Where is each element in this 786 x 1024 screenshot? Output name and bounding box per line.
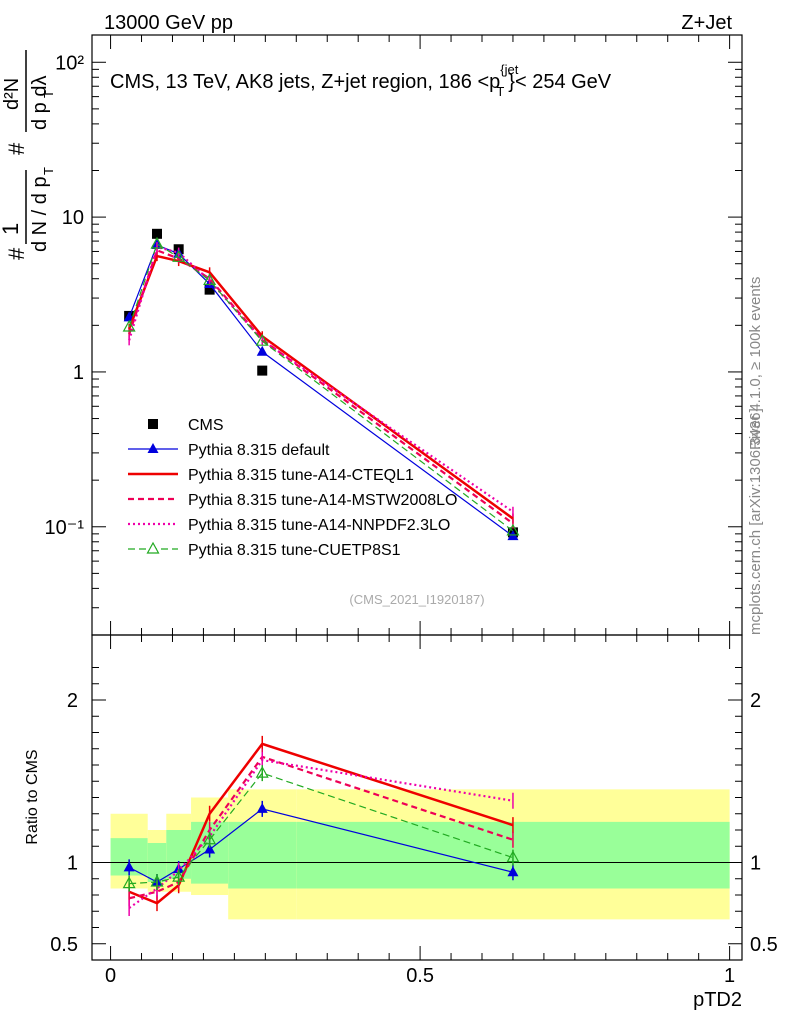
ylabel-dn-dpt: d N / d p bbox=[29, 176, 51, 252]
main-y-tick-label: 10⁻¹ bbox=[45, 517, 85, 539]
mcplots-text: mcplots.cern.ch [arXiv:1306.3436] bbox=[747, 408, 764, 635]
ratio-y-tick-label-left: 2 bbox=[67, 690, 78, 712]
ylabel-t1: T bbox=[41, 167, 56, 175]
series-line bbox=[128, 245, 514, 513]
ratio-point bbox=[204, 843, 216, 854]
ratio-point bbox=[150, 874, 164, 887]
header-left: 13000 GeV pp bbox=[104, 12, 233, 34]
ratio-point bbox=[203, 832, 217, 845]
ratio-axis-ticks: 0.5 0.5 1 1 2 2 0 0.5 1 bbox=[50, 635, 778, 987]
legend-marker bbox=[147, 443, 159, 453]
data-point bbox=[203, 273, 217, 286]
main-series-3 bbox=[128, 245, 514, 529]
main-y-tick-label: 1 bbox=[73, 362, 84, 384]
legend-entry-4: Pythia 8.315 tune-A14-NNPDF2.3LO bbox=[128, 517, 450, 534]
ratio-ylabel: Ratio to CMS bbox=[24, 749, 41, 844]
rivet-text: Rivet 4.1.0, ≥ 100k events bbox=[747, 277, 764, 450]
main-ylabel: # 1 d N / d p T # d²N d p dλ T bbox=[0, 50, 56, 260]
data-point bbox=[204, 284, 215, 295]
legend-entry-2: Pythia 8.315 tune-A14-CTEQL1 bbox=[128, 467, 414, 484]
ratio-bands bbox=[110, 789, 730, 920]
ratio-y-tick-label-right: 2 bbox=[750, 690, 761, 712]
uncertainty-band-inner bbox=[228, 821, 297, 889]
data-point bbox=[255, 333, 269, 346]
ylabel-hash-1: # bbox=[4, 247, 29, 260]
data-point bbox=[257, 365, 268, 376]
ratio-y-tick-label-left: 0.5 bbox=[50, 934, 78, 956]
main-axis-ticks: 10⁻¹ 1 10 10² bbox=[45, 35, 742, 636]
x-tick-label: 0.5 bbox=[406, 965, 434, 987]
x-tick-label: 0 bbox=[105, 965, 116, 987]
legend: CMS Pythia 8.315 default Pythia 8.315 tune… bbox=[128, 417, 457, 559]
legend-entry-1: Pythia 8.315 default bbox=[128, 442, 330, 459]
legend-label: Pythia 8.315 tune-A14-NNPDF2.3LO bbox=[188, 517, 450, 534]
ratio-point bbox=[507, 866, 519, 877]
analysis-id: (CMS_2021_I1920187) bbox=[349, 592, 484, 607]
ratio-line bbox=[128, 742, 514, 905]
ylabel-hash-2: # bbox=[4, 142, 29, 155]
main-y-tick-label: 10² bbox=[55, 52, 84, 74]
ratio-y-tick-label-right: 0.5 bbox=[750, 934, 778, 956]
header-right: Z+Jet bbox=[681, 12, 732, 34]
legend-entry-0: CMS bbox=[148, 417, 224, 434]
data-point bbox=[150, 236, 164, 249]
ylabel-t2: T bbox=[41, 90, 56, 98]
legend-marker bbox=[148, 419, 158, 429]
ratio-line bbox=[128, 808, 514, 883]
ratio-y-tick-label-right: 1 bbox=[750, 853, 761, 875]
main-series-5 bbox=[122, 236, 520, 536]
ratio-point bbox=[256, 802, 268, 813]
plot-title: CMS, 13 TeV, AK8 jets, Z+jet region, 186… bbox=[110, 62, 612, 99]
legend-entry-5: Pythia 8.315 tune-CUETP8S1 bbox=[128, 541, 401, 559]
main-series-4 bbox=[128, 242, 514, 517]
ratio-line bbox=[128, 755, 514, 900]
ratio-series-layer bbox=[122, 735, 520, 916]
data-point bbox=[506, 523, 520, 536]
main-series-layer bbox=[122, 228, 520, 541]
data-point bbox=[152, 228, 162, 239]
x-axis-label: pTD2 bbox=[693, 989, 742, 1011]
ratio-point bbox=[122, 876, 136, 889]
ratio-series-0 bbox=[123, 800, 519, 890]
legend-entry-3: Pythia 8.315 tune-A14-MSTW2008LO bbox=[128, 492, 457, 509]
ratio-panel: 0.5 0.5 1 1 2 2 0 0.5 1 Ratio to CMS pTD2 bbox=[24, 634, 778, 1011]
ratio-point bbox=[506, 850, 520, 863]
ylabel-dpt-dlambda: d p dλ bbox=[29, 76, 51, 130]
main-panel: 10⁻¹ 1 10 10² CMS, 13 TeV, AK8 jets, Z+jet … bbox=[45, 34, 743, 636]
ratio-series-4 bbox=[122, 765, 520, 892]
ratio-point bbox=[255, 765, 269, 778]
ratio-line bbox=[128, 758, 514, 909]
data-point bbox=[172, 250, 186, 262]
x-tick-label: 1 bbox=[724, 965, 735, 987]
legend-label: Pythia 8.315 default bbox=[188, 442, 330, 459]
legend-label: Pythia 8.315 tune-A14-CTEQL1 bbox=[188, 467, 414, 484]
legend-label: CMS bbox=[188, 417, 224, 434]
legend-label: Pythia 8.315 tune-A14-MSTW2008LO bbox=[188, 492, 457, 509]
data-point bbox=[256, 345, 268, 356]
ratio-y-tick-label-left: 1 bbox=[67, 853, 78, 875]
main-y-tick-label: 10 bbox=[62, 207, 84, 229]
ratio-point bbox=[123, 861, 135, 872]
legend-label: Pythia 8.315 tune-CUETP8S1 bbox=[188, 542, 401, 559]
series-line bbox=[128, 243, 514, 532]
ratio-point bbox=[172, 869, 186, 882]
data-point bbox=[122, 319, 136, 332]
ratio-line bbox=[129, 772, 514, 885]
ylabel-one: 1 bbox=[0, 223, 23, 235]
legend-marker bbox=[146, 541, 160, 554]
ylabel-d2n: d²N bbox=[1, 78, 23, 110]
